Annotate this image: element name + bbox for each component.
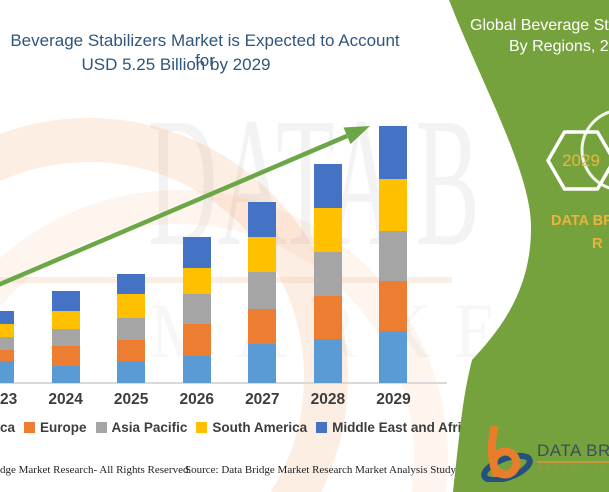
bar-segment-south-america [379, 179, 408, 231]
legend-swatch [316, 422, 328, 433]
decorative-circle-icon [580, 110, 609, 190]
bar-segment-europe [51, 346, 80, 367]
bar-segment-middle-east-and-africa [313, 163, 342, 208]
bar-segment-middle-east-and-africa [117, 274, 146, 295]
hexagon-year-text: 2029 [562, 151, 600, 170]
legend-label: Asia Pacific [111, 420, 188, 435]
bar-segment-north-america [0, 361, 14, 383]
legend-label: ca [0, 420, 16, 435]
bar-segment-north-america [51, 366, 80, 383]
bar-segment-asia-pacific [117, 318, 146, 341]
bar-segment-europe [117, 340, 146, 362]
stacked-bar-2024 [51, 290, 80, 383]
chart-title-line1: Beverage Stabilizers Market is Expected … [10, 31, 400, 70]
x-axis-label: 2028 [310, 391, 346, 408]
stacked-bar-2025 [117, 274, 146, 383]
chart-title-line2: USD 5.25 Billion by 2029 [81, 55, 271, 74]
legend-label: South America [212, 420, 308, 435]
legend-label: Europe [40, 420, 87, 435]
bar-segment-europe [0, 349, 14, 362]
x-axis-label: 2026 [179, 391, 214, 408]
bar-segment-south-america [313, 207, 342, 253]
stacked-bar-2027 [248, 201, 277, 383]
legend-swatch [24, 422, 36, 433]
bar-segment-middle-east-and-africa [248, 201, 277, 237]
bar-segment-south-america [117, 294, 146, 319]
bar-segment-north-america [379, 330, 408, 383]
legend-swatch [95, 422, 107, 433]
bar-segment-europe [182, 324, 211, 357]
bar-segment-north-america [248, 344, 277, 383]
source-text: Source: Data Bridge Market Research Mark… [185, 464, 481, 476]
legend-item: ca [0, 420, 15, 435]
legend-swatch [196, 422, 208, 433]
legend-item: Asia Pacific [95, 420, 188, 435]
bar-segment-europe [248, 308, 277, 345]
legend-label: Middle East and Africa [332, 420, 477, 435]
hexagon-badge-icon [546, 130, 609, 191]
copyright-text: dge Market Research- All Rights Reserved… [0, 464, 192, 476]
stacked-bar-2029 [379, 125, 408, 383]
bar-segment-north-america [117, 361, 146, 383]
bar-segment-middle-east-and-africa [182, 237, 211, 269]
bar-segment-europe [379, 280, 408, 331]
bar-segment-asia-pacific [248, 272, 277, 309]
x-axis-label: 2029 [376, 391, 411, 408]
panel-brand-line2: R [592, 236, 603, 252]
bar-segment-asia-pacific [379, 230, 408, 281]
bar-segment-asia-pacific [51, 329, 80, 347]
panel-title-line1: Global Beverage St [470, 17, 609, 34]
legend-item: South America [196, 420, 307, 435]
x-axis-label: 2024 [48, 391, 83, 408]
bar-segment-asia-pacific [182, 294, 211, 325]
legend-item: Europe [24, 420, 87, 435]
legend-item: Middle East and Africa [316, 420, 476, 435]
bar-segment-asia-pacific [313, 252, 342, 297]
stacked-bar-2026 [182, 237, 211, 383]
bar-segment-north-america [313, 338, 342, 383]
stacked-bar-2023 [0, 311, 14, 383]
bar-segment-asia-pacific [0, 337, 14, 350]
x-axis-label: 2025 [113, 391, 149, 408]
x-axis-label: 2023 [0, 391, 18, 408]
panel-brand-line1: DATA BR [551, 213, 609, 229]
logo-name-text: DATA BRIDGE [537, 441, 609, 460]
bar-segment-europe [313, 296, 342, 339]
bar-segment-south-america [182, 268, 211, 295]
bar-segment-middle-east-and-africa [51, 290, 80, 311]
bar-segment-south-america [51, 311, 80, 330]
bar-segment-south-america [248, 236, 277, 273]
bar-segment-middle-east-and-africa [379, 125, 408, 180]
x-axis-label: 2027 [245, 391, 280, 408]
x-axis-line [0, 382, 447, 384]
panel-title-line2: By Regions, 20 [509, 38, 609, 55]
logo-subtext: MARKET RESEARCH [537, 465, 609, 472]
stacked-bar-2028 [313, 163, 342, 383]
chart-legend: ca Europe Asia Pacific South America Mid… [0, 420, 609, 435]
logo-underline [537, 461, 609, 463]
bar-segment-south-america [0, 324, 14, 338]
bar-segment-middle-east-and-africa [0, 311, 14, 325]
bar-segment-north-america [182, 356, 211, 383]
databridge-logo-icon [481, 426, 533, 482]
